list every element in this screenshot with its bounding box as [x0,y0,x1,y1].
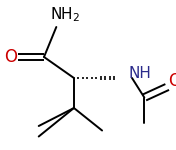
Text: O: O [4,48,17,66]
Text: NH: NH [128,66,151,81]
Text: O: O [168,72,176,90]
Text: NH$_2$: NH$_2$ [50,6,80,24]
